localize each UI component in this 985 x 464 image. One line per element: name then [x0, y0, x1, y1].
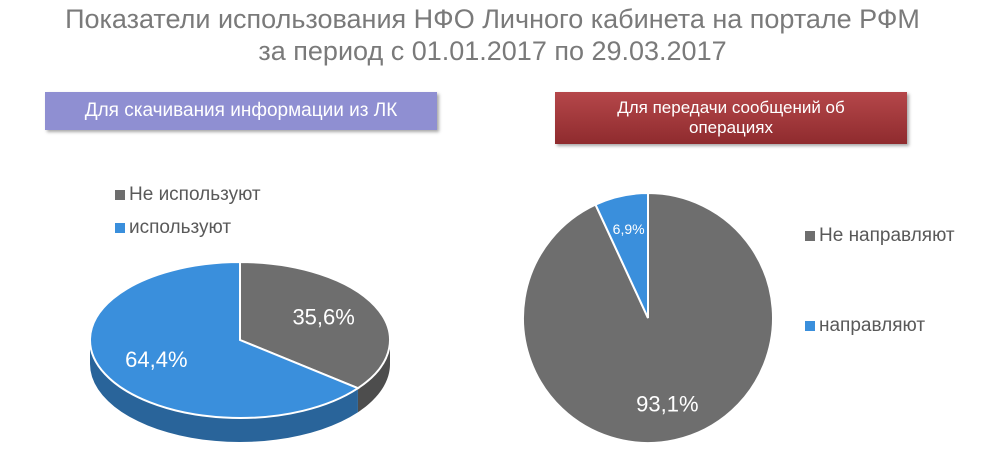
data-label: 35,6% [292, 305, 354, 330]
pie-slice [594, 191, 649, 319]
legend-marker [805, 321, 815, 331]
slide-subtitle: за период с 01.01.2017 по 29.03.2017 [258, 36, 727, 66]
legend-label: Не используют [129, 184, 261, 205]
legend-marker [805, 231, 815, 241]
legend-marker [115, 190, 125, 200]
chart-title: Для передачи сообщений об операциях [555, 92, 907, 144]
data-label: 64,4% [125, 347, 187, 372]
data-label: 6,9% [613, 221, 645, 237]
pie-slice [89, 260, 361, 419]
data-label: 93,1% [636, 392, 698, 417]
slide-title: Показатели использования НФО Личного каб… [65, 4, 920, 34]
slice-side [90, 340, 358, 442]
legend-label: направляют [819, 315, 925, 336]
legend-label: Не направляют [819, 225, 955, 246]
legend-marker [115, 223, 125, 233]
legend-label: используют [129, 217, 231, 238]
pie-slice [239, 260, 391, 390]
chart-title: Для скачивания информации из ЛК [45, 92, 437, 130]
